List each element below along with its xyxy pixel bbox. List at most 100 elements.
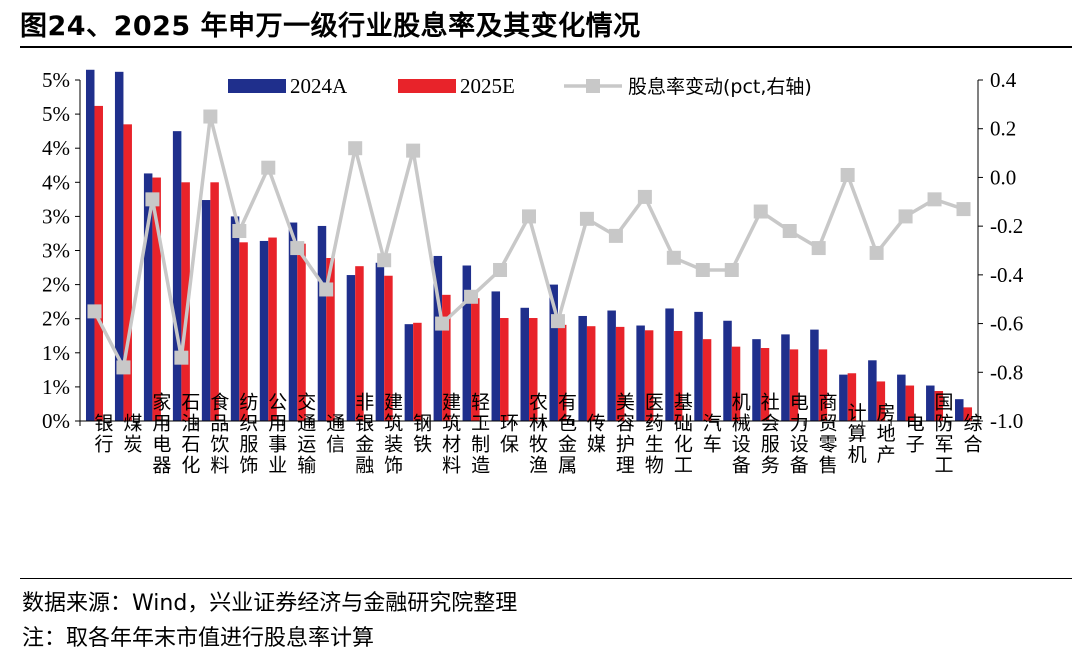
right-tick-label: -0.4 xyxy=(990,263,1024,287)
change-marker xyxy=(753,204,768,219)
bar-2025e xyxy=(210,182,219,421)
bar-2024a xyxy=(317,225,327,421)
x-category-label: 商贸零售 xyxy=(816,392,838,476)
change-marker xyxy=(406,143,421,158)
bar-2025e xyxy=(876,381,886,421)
bar-2025e xyxy=(760,348,770,421)
bar-2024a xyxy=(868,360,877,421)
bar-2025e xyxy=(847,373,857,421)
bar-2025e xyxy=(789,349,799,421)
bar-2024a xyxy=(810,329,819,421)
left-tick-label: 1% xyxy=(42,375,70,399)
legend-label-change: 股息率变动(pct,右轴) xyxy=(628,76,812,98)
x-category-label: 家用电器 xyxy=(149,392,171,476)
left-tick-label: 1% xyxy=(42,341,70,365)
bar-2025e xyxy=(152,177,161,421)
bar-2025e xyxy=(268,237,277,421)
legend-label-2024a: 2024A xyxy=(290,74,348,98)
bar-2025e xyxy=(673,330,683,421)
x-category-label: 通信 xyxy=(323,413,345,455)
change-marker xyxy=(261,160,276,175)
bar-2025e xyxy=(442,294,451,421)
change-marker xyxy=(464,289,479,304)
right-tick-label: -1.0 xyxy=(990,409,1023,433)
change-marker xyxy=(724,262,739,277)
bar-2025e xyxy=(644,330,654,421)
x-category-label: 食品饮料 xyxy=(207,392,229,476)
chart-title: 图24、2025 年申万一级行业股息率及其变化情况 xyxy=(20,11,641,42)
change-marker xyxy=(522,209,536,224)
bar-2024a xyxy=(897,374,906,421)
right-tick-label: -0.2 xyxy=(990,214,1023,238)
left-tick-label: 5% xyxy=(42,102,70,126)
change-marker xyxy=(145,192,160,207)
change-marker xyxy=(811,241,826,256)
footnote: 注：取各年年末市值进行股息率计算 xyxy=(22,626,375,651)
legend-swatch-2025e xyxy=(398,79,456,93)
x-category-label: 建筑材料 xyxy=(439,392,461,476)
bar-2024a xyxy=(752,339,761,421)
bar-2024a xyxy=(781,334,790,421)
right-tick-label: 0.2 xyxy=(990,117,1016,141)
left-tick-label: 0% xyxy=(42,409,70,433)
left-tick-label: 3% xyxy=(42,204,70,228)
right-tick-label: 0.4 xyxy=(990,68,1017,92)
bar-2025e xyxy=(123,124,132,421)
x-category-label: 煤炭 xyxy=(120,413,142,455)
footer-rule xyxy=(20,578,1072,579)
bar-2024a xyxy=(491,291,501,421)
bar-2024a xyxy=(143,173,153,421)
change-marker xyxy=(87,304,102,319)
change-marker xyxy=(927,192,942,207)
x-category-label: 轻工制造 xyxy=(468,392,490,476)
title-rule xyxy=(20,46,1072,48)
x-category-label: 汽车 xyxy=(700,413,722,455)
change-marker xyxy=(174,350,189,365)
x-category-label: 综合 xyxy=(961,413,983,455)
change-marker xyxy=(377,253,392,268)
bar-2025e xyxy=(326,258,335,421)
bar-2024a xyxy=(288,222,298,421)
bar-2024a xyxy=(549,284,558,421)
x-category-label: 农林牧渔 xyxy=(526,392,548,476)
bar-2025e xyxy=(384,275,393,421)
bar-2024a xyxy=(607,310,616,421)
x-category-label: 医药生物 xyxy=(642,392,664,476)
change-marker xyxy=(782,224,797,239)
change-marker xyxy=(869,245,884,260)
change-marker xyxy=(579,211,594,226)
bar-2024a xyxy=(85,69,95,422)
x-category-label: 建筑装饰 xyxy=(381,392,403,476)
change-marker xyxy=(956,202,971,217)
x-category-label: 机械设备 xyxy=(729,392,751,476)
bar-2025e xyxy=(94,105,103,421)
change-marker xyxy=(116,360,131,375)
bar-2024a xyxy=(520,307,529,421)
bar-2025e xyxy=(297,243,306,421)
right-tick-label: -0.8 xyxy=(990,360,1023,384)
left-tick-label: 2% xyxy=(42,307,70,331)
bar-2024a xyxy=(433,255,443,421)
bar-2024a xyxy=(172,131,182,421)
bar-2025e xyxy=(615,326,625,421)
x-category-label: 石油石化 xyxy=(178,392,200,476)
x-category-label: 纺织服饰 xyxy=(236,392,258,476)
x-category-label: 电力设备 xyxy=(787,392,809,476)
x-category-label: 计算机 xyxy=(845,402,867,465)
bar-2024a xyxy=(462,265,472,421)
change-marker xyxy=(695,262,710,277)
bar-2025e xyxy=(529,318,538,421)
x-category-label: 基础化工 xyxy=(671,392,693,476)
legend-swatch-2024a xyxy=(228,79,286,93)
bar-2025e xyxy=(557,324,567,421)
bar-2025e xyxy=(413,322,422,421)
x-category-label: 美容护理 xyxy=(613,392,635,476)
bar-2024a xyxy=(230,216,240,421)
bar-2024a xyxy=(375,262,385,421)
bar-2024a xyxy=(404,324,414,421)
legend-label-2025e: 2025E xyxy=(460,74,515,98)
x-category-label: 社会服务 xyxy=(758,392,780,476)
bar-2025e xyxy=(355,266,364,421)
left-tick-label: 4% xyxy=(42,170,70,194)
bar-2024a xyxy=(114,71,124,421)
